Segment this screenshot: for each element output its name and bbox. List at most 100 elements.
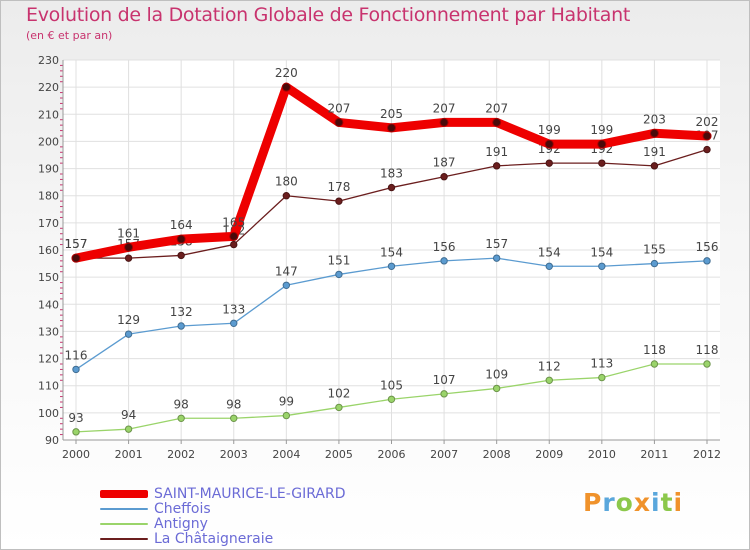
data-label: 157 xyxy=(485,237,508,251)
legend-swatch xyxy=(100,537,148,540)
logo-letter: x xyxy=(633,488,651,517)
data-label: 187 xyxy=(433,156,456,170)
x-tick-label: 2001 xyxy=(115,448,143,461)
data-label: 180 xyxy=(275,175,298,189)
y-tick-label: 160 xyxy=(38,244,59,257)
logo-letter: r xyxy=(602,488,616,517)
y-tick-label: 180 xyxy=(38,190,59,203)
data-label: 132 xyxy=(170,305,193,319)
data-point xyxy=(598,159,606,167)
legend-label: SAINT-MAURICE-LE-GIRARD xyxy=(154,485,346,502)
data-point xyxy=(440,173,448,181)
y-tick-label: 170 xyxy=(38,217,59,230)
data-label: 129 xyxy=(117,313,140,327)
data-point xyxy=(335,270,343,279)
data-label: 133 xyxy=(222,302,245,316)
data-point xyxy=(282,192,291,200)
data-point xyxy=(703,145,711,154)
legend-swatch xyxy=(100,522,148,525)
legend-label: Antigny xyxy=(154,515,208,532)
data-label: 156 xyxy=(696,240,719,254)
data-point xyxy=(702,131,712,141)
data-label: 207 xyxy=(433,101,456,115)
data-point xyxy=(387,123,396,133)
data-point xyxy=(440,390,448,398)
legend-label: La Châtaigneraie xyxy=(154,530,274,547)
logo-letter: P xyxy=(583,488,603,517)
legend-entry: La Châtaigneraie xyxy=(100,530,346,547)
data-point xyxy=(230,240,238,249)
data-label: 165 xyxy=(222,215,245,229)
data-point xyxy=(124,254,133,262)
data-point xyxy=(492,254,501,262)
y-tick-label: 220 xyxy=(38,81,59,94)
y-tick-label: 100 xyxy=(38,407,59,420)
data-point xyxy=(598,373,606,382)
y-tick-label: 210 xyxy=(38,108,59,121)
data-label: 154 xyxy=(590,245,613,259)
x-tick-label: 2007 xyxy=(430,448,458,461)
data-point xyxy=(492,117,502,127)
legend-label: Cheffois xyxy=(154,500,211,517)
x-tick-label: 2006 xyxy=(378,448,406,461)
x-tick-label: 2005 xyxy=(325,448,353,461)
data-label: 156 xyxy=(433,240,456,254)
data-point xyxy=(598,262,606,270)
data-point xyxy=(545,159,553,167)
data-point xyxy=(230,414,238,422)
data-label: 113 xyxy=(590,357,613,371)
x-tick-label: 2000 xyxy=(62,448,90,461)
data-point xyxy=(281,82,291,92)
data-label: 202 xyxy=(696,115,719,129)
data-label: 157 xyxy=(65,237,88,251)
data-point xyxy=(282,281,291,289)
data-point xyxy=(176,234,186,244)
x-tick-label: 2012 xyxy=(693,448,721,461)
y-tick-label: 190 xyxy=(38,163,59,176)
x-tick-label: 2003 xyxy=(220,448,248,461)
data-point xyxy=(649,128,659,138)
y-tick-label: 130 xyxy=(38,325,59,338)
data-label: 116 xyxy=(65,348,88,362)
x-tick-label: 2009 xyxy=(535,448,563,461)
data-point xyxy=(544,139,554,149)
data-label: 199 xyxy=(590,123,613,137)
legend-swatch xyxy=(100,507,148,510)
x-tick-label: 2008 xyxy=(483,448,511,461)
legend-swatch xyxy=(100,489,148,498)
data-point xyxy=(124,330,133,338)
logo-letter: t xyxy=(660,488,674,517)
data-point xyxy=(229,231,239,241)
data-point xyxy=(492,384,501,393)
data-label: 203 xyxy=(643,112,666,126)
data-point xyxy=(124,425,133,433)
data-label: 112 xyxy=(538,359,561,373)
data-label: 191 xyxy=(485,145,508,159)
data-label: 207 xyxy=(327,101,350,115)
y-tick-label: 90 xyxy=(45,434,59,447)
legend-entry: Cheffois xyxy=(100,500,346,517)
data-label: 147 xyxy=(275,264,298,278)
data-point xyxy=(387,262,396,270)
data-point xyxy=(439,117,449,127)
y-tick-label: 120 xyxy=(38,353,59,366)
data-label: 164 xyxy=(170,218,193,232)
data-point xyxy=(177,251,185,260)
data-label: 102 xyxy=(327,386,350,400)
data-label: 199 xyxy=(538,123,561,137)
data-point xyxy=(650,259,659,268)
data-label: 154 xyxy=(380,245,403,259)
data-label: 157 xyxy=(65,237,88,251)
data-point xyxy=(72,428,80,436)
data-label: 99 xyxy=(279,395,294,409)
y-tick-label: 230 xyxy=(38,54,59,67)
proxiti-logo: Proxiti xyxy=(583,488,683,517)
y-tick-label: 150 xyxy=(38,271,59,284)
data-point xyxy=(703,360,711,368)
chart-title: Evolution de la Dotation Globale de Fonc… xyxy=(26,4,631,26)
data-point xyxy=(597,139,607,149)
data-label: 155 xyxy=(643,243,666,257)
logo-letter: i xyxy=(673,488,684,517)
data-point xyxy=(334,117,344,127)
